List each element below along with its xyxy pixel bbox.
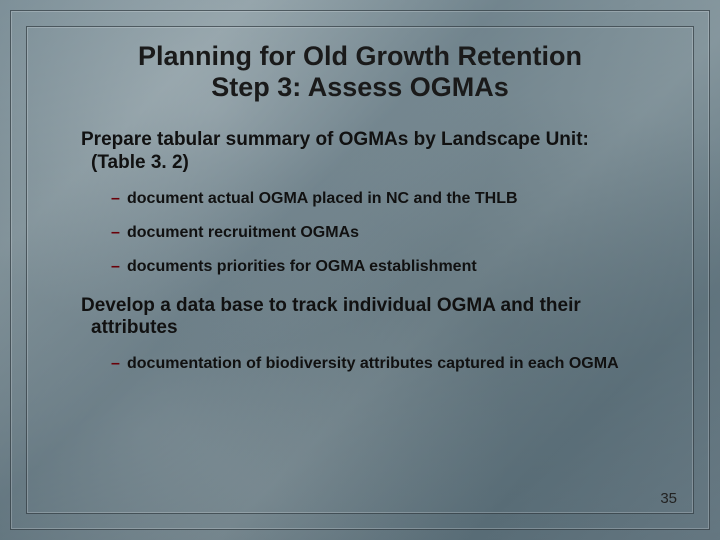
dash-icon: – xyxy=(111,257,120,277)
title-line-1: Planning for Old Growth Retention xyxy=(138,41,582,71)
dash-icon: – xyxy=(111,189,120,209)
inner-frame: Planning for Old Growth Retention Step 3… xyxy=(26,26,694,514)
dash-icon: – xyxy=(111,223,120,243)
list-item: – document recruitment OGMAs xyxy=(111,223,645,243)
section-1-para: Prepare tabular summary of OGMAs by Land… xyxy=(81,129,645,175)
section-2-para: Develop a data base to track individual … xyxy=(81,295,645,341)
list-item-text: document recruitment OGMAs xyxy=(127,224,359,241)
list-item-text: document actual OGMA placed in NC and th… xyxy=(127,190,518,207)
section-2-list: – documentation of biodiversity attribut… xyxy=(111,354,645,374)
page-number: 35 xyxy=(660,490,677,507)
section-1-list: – document actual OGMA placed in NC and … xyxy=(111,189,645,277)
title-line-2: Step 3: Assess OGMAs xyxy=(75,72,645,103)
list-item: – documentation of biodiversity attribut… xyxy=(111,354,645,374)
slide-title: Planning for Old Growth Retention Step 3… xyxy=(75,41,645,103)
dash-icon: – xyxy=(111,354,120,374)
list-item-text: documentation of biodiversity attributes… xyxy=(127,355,619,372)
list-item-text: documents priorities for OGMA establishm… xyxy=(127,258,477,275)
list-item: – documents priorities for OGMA establis… xyxy=(111,257,645,277)
list-item: – document actual OGMA placed in NC and … xyxy=(111,189,645,209)
